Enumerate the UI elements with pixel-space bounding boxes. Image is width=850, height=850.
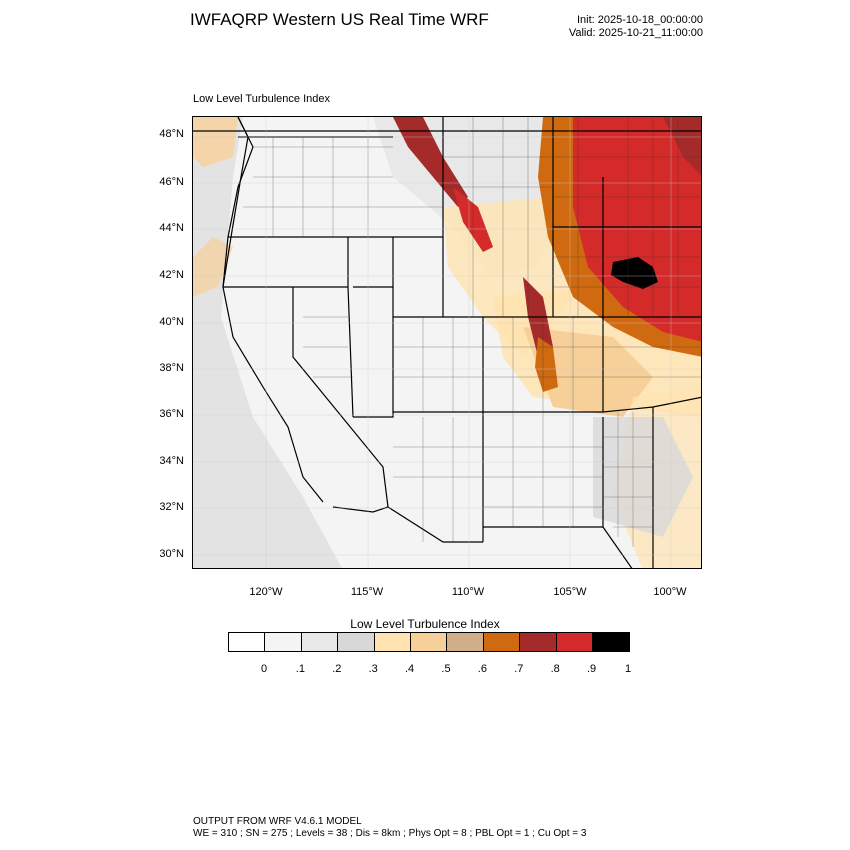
main-title: IWFAQRP Western US Real Time WRF (190, 10, 489, 29)
lon-label: 105°W (553, 586, 587, 598)
colorbar (228, 632, 631, 652)
lat-label: 38°N (159, 362, 184, 374)
colorbar-swatch (374, 633, 411, 651)
colorbar-tick-label: .3 (368, 663, 378, 675)
lat-label: 36°N (159, 408, 184, 420)
lon-label: 100°W (653, 586, 687, 598)
lon-label: 120°W (249, 586, 283, 598)
map-graphic (193, 117, 701, 568)
colorbar-tick-label: .5 (441, 663, 451, 675)
colorbar-swatch (556, 633, 593, 651)
lon-label: 115°W (350, 586, 384, 598)
lon-label: 110°W (451, 586, 485, 598)
init-time: Init: 2025-10-18_00:00:00 (577, 14, 703, 26)
valid-time: Valid: 2025-10-21_11:00:00 (568, 27, 703, 39)
latitude-labels: 48°N 46°N 44°N 42°N 40°N 38°N 36°N 34°N 32°N 30°N (140, 0, 184, 850)
colorbar-swatch (447, 633, 484, 651)
colorbar-swatch (410, 633, 448, 651)
footer-config: WE = 310 ; SN = 275 ; Levels = 38 ; Dis … (193, 828, 587, 839)
map-subtitle: Low Level Turbulence Index (193, 93, 330, 105)
colorbar-tick-label: .1 (295, 663, 305, 675)
lat-label: 42°N (159, 269, 184, 281)
colorbar-swatch (229, 633, 266, 651)
lat-label: 32°N (159, 501, 184, 513)
colorbar-swatch (520, 633, 557, 651)
lat-label: 34°N (159, 455, 184, 467)
lat-label: 46°N (159, 176, 184, 188)
turbulence-map (192, 116, 702, 569)
colorbar-swatch (338, 633, 375, 651)
colorbar-tick-label: .7 (514, 663, 524, 675)
colorbar-tick-label: .8 (550, 663, 560, 675)
lat-label: 40°N (159, 316, 184, 328)
colorbar-swatch (265, 633, 302, 651)
colorbar-tick-label: 1 (624, 663, 632, 675)
lat-label: 44°N (159, 222, 184, 234)
lat-label: 48°N (159, 128, 184, 140)
colorbar-tick-label: .4 (405, 663, 415, 675)
lat-label: 30°N (159, 548, 184, 560)
footer-model: OUTPUT FROM WRF V4.6.1 MODEL (193, 816, 362, 827)
colorbar-tick-label: .6 (477, 663, 487, 675)
colorbar-tick-label: .9 (587, 663, 597, 675)
colorbar-swatch (301, 633, 339, 651)
colorbar-tick-label: 0 (260, 663, 268, 675)
colorbar-swatch (483, 633, 521, 651)
colorbar-swatch (592, 633, 630, 651)
colorbar-tick-label: .2 (332, 663, 342, 675)
colorbar-title: Low Level Turbulence Index (350, 617, 500, 631)
